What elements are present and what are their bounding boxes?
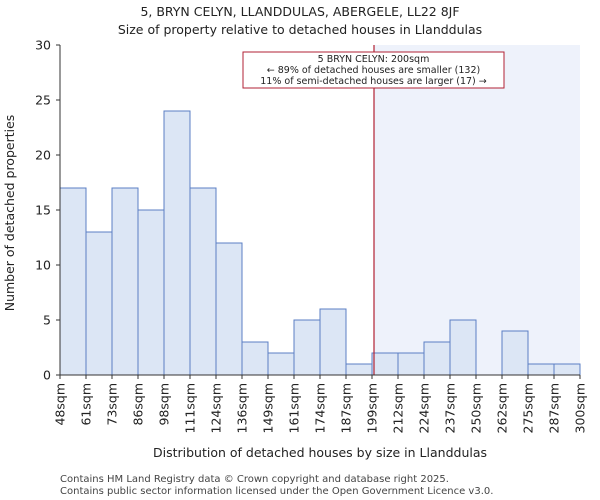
x-tick-label: 224sqm [417,383,432,433]
bar [371,352,399,376]
bar [397,352,425,376]
y-axis-label: Number of detached properties [2,115,17,312]
y-tick-label: 30 [35,38,51,53]
y-tick-label: 25 [35,93,51,108]
bar [319,308,347,376]
x-tick-label: 48sqm [53,383,68,426]
x-tick-label: 300sqm [573,383,588,433]
footer-line-1: Contains HM Land Registry data © Crown c… [60,474,449,485]
bar [345,363,373,376]
x-tick-label: 149sqm [261,383,276,433]
annotation-box: 5 BRYN CELYN: 200sqm ← 89% of detached h… [242,51,505,89]
bar [163,110,191,376]
y-ticks: 0 5 10 15 20 25 30 [35,38,60,383]
x-tick-label: 161sqm [287,383,302,433]
x-tick-label: 86sqm [131,383,146,426]
bar [137,209,165,376]
x-ticks: 48sqm 61sqm 73sqm 86sqm 98sqm 111sqm 124sqm 136… [53,375,588,433]
bar [527,363,555,376]
x-tick-label: 98sqm [157,383,172,426]
chart-title: 5, BRYN CELYN, LLANDDULAS, ABERGELE, LL2… [140,4,459,19]
x-tick-label: 124sqm [209,383,224,433]
y-tick-label: 15 [35,203,51,218]
bar [293,319,321,376]
bar [189,187,217,376]
bar [215,242,243,376]
y-tick-label: 10 [35,258,51,273]
x-tick-label: 73sqm [105,383,120,426]
bar [241,341,269,376]
annotation-border [242,51,505,89]
y-tick-label: 0 [43,368,51,383]
bar [267,352,295,376]
bar [423,341,451,376]
x-tick-label: 262sqm [495,383,510,433]
x-tick-label: 187sqm [339,383,354,433]
x-axis-label: Distribution of detached houses by size … [153,445,487,460]
bar [449,319,477,376]
y-tick-label: 5 [43,313,51,328]
x-tick-label: 174sqm [313,383,328,433]
bar [553,363,581,376]
x-tick-label: 199sqm [365,383,380,433]
x-tick-label: 250sqm [469,383,484,433]
x-tick-label: 237sqm [443,383,458,433]
bar [111,187,139,376]
bar [85,231,113,376]
footer-line-2: Contains public sector information licen… [60,486,493,497]
annotation-line-3: 11% of semi-detached houses are larger (… [260,76,487,87]
x-tick-label: 111sqm [183,383,198,433]
annotation-line-2: ← 89% of detached houses are smaller (13… [267,65,480,76]
y-tick-label: 20 [35,148,51,163]
bar [501,330,529,376]
bar [59,187,87,376]
x-tick-label: 212sqm [391,383,406,433]
x-tick-label: 61sqm [79,383,94,426]
x-tick-label: 287sqm [547,383,562,433]
above-property-region [374,45,580,375]
x-tick-label: 275sqm [521,383,536,433]
annotation-line-1: 5 BRYN CELYN: 200sqm [318,54,430,65]
x-tick-label: 136sqm [235,383,250,433]
bars-group [59,110,581,376]
chart-subtitle: Size of property relative to detached ho… [118,22,482,37]
